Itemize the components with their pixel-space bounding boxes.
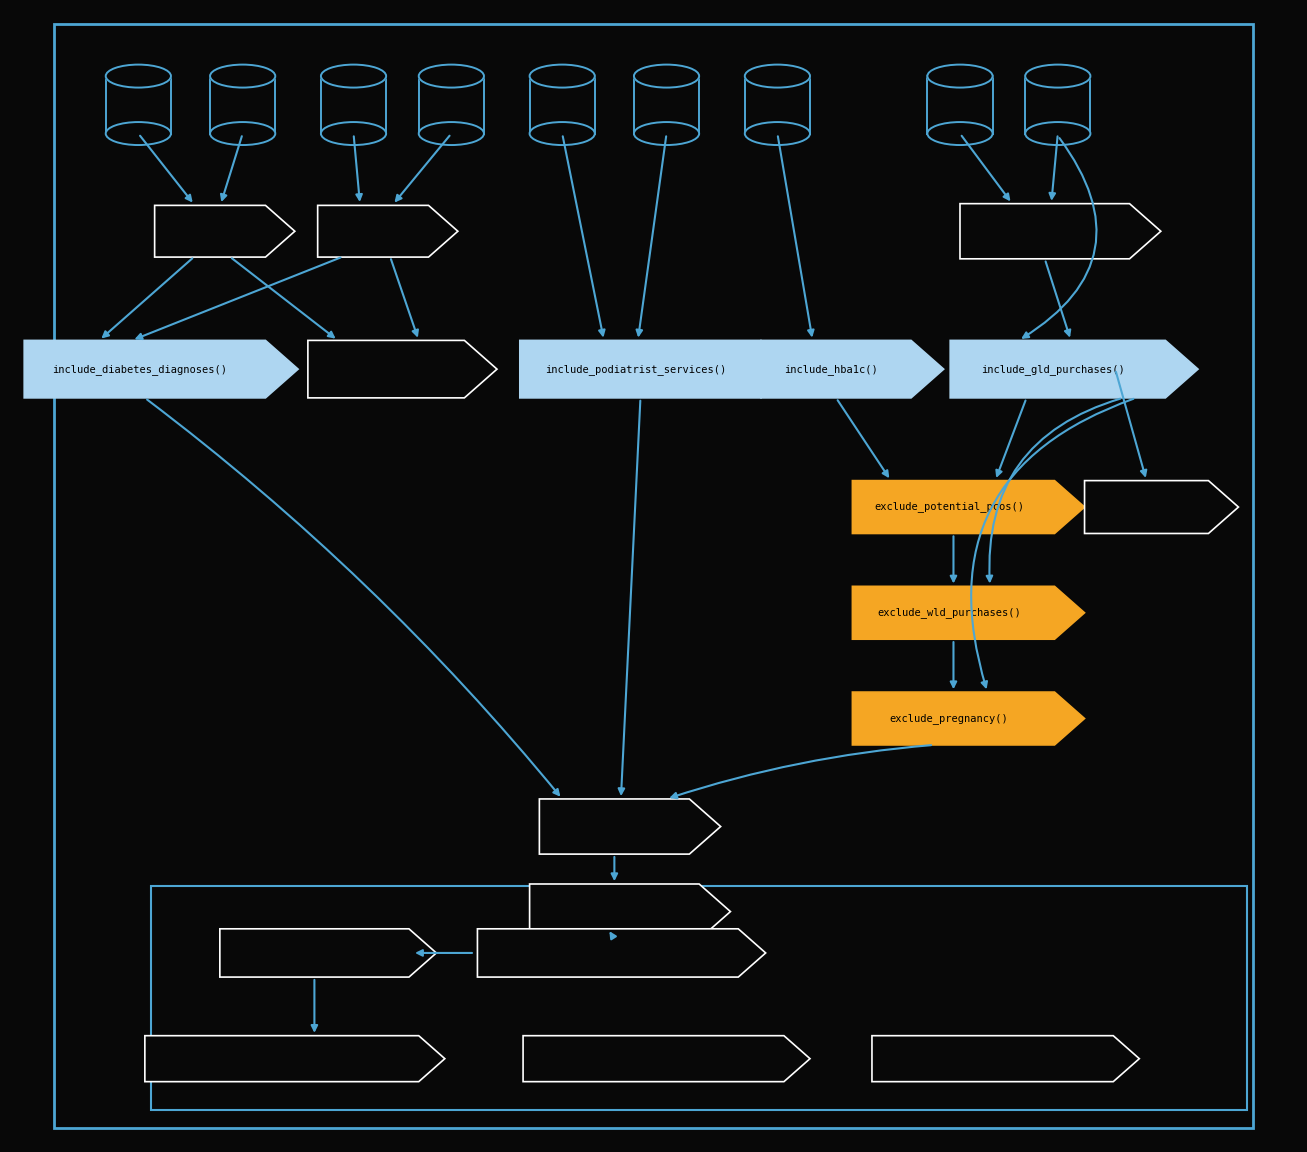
Polygon shape: [308, 340, 497, 397]
Text: include_podiatrist_services(): include_podiatrist_services(): [545, 364, 727, 374]
Ellipse shape: [1025, 122, 1090, 145]
Polygon shape: [523, 1036, 810, 1082]
Bar: [418, 76, 484, 134]
Ellipse shape: [418, 65, 484, 88]
Polygon shape: [540, 799, 720, 854]
Ellipse shape: [106, 65, 171, 88]
Bar: [745, 76, 810, 134]
Bar: [1025, 76, 1090, 134]
Ellipse shape: [210, 122, 276, 145]
Polygon shape: [25, 340, 298, 397]
Polygon shape: [477, 929, 766, 977]
Polygon shape: [761, 340, 944, 397]
Polygon shape: [852, 692, 1085, 745]
Polygon shape: [872, 1036, 1140, 1082]
Ellipse shape: [418, 122, 484, 145]
Polygon shape: [852, 480, 1085, 533]
Polygon shape: [961, 204, 1161, 259]
Polygon shape: [520, 340, 793, 397]
Ellipse shape: [322, 65, 386, 88]
Polygon shape: [852, 586, 1085, 639]
Polygon shape: [950, 340, 1199, 397]
Bar: [322, 76, 386, 134]
Text: include_diabetes_diagnoses(): include_diabetes_diagnoses(): [52, 364, 227, 374]
Text: exclude_pregnancy(): exclude_pregnancy(): [890, 713, 1008, 723]
Polygon shape: [220, 929, 437, 977]
Ellipse shape: [529, 65, 595, 88]
Text: exclude_wld_purchases(): exclude_wld_purchases(): [877, 607, 1021, 619]
Ellipse shape: [322, 122, 386, 145]
Ellipse shape: [634, 122, 699, 145]
Text: include_gld_purchases(): include_gld_purchases(): [982, 364, 1125, 374]
Bar: [210, 76, 276, 134]
Polygon shape: [145, 1036, 444, 1082]
Polygon shape: [529, 884, 731, 939]
Bar: [106, 76, 171, 134]
Ellipse shape: [928, 65, 992, 88]
Ellipse shape: [745, 65, 810, 88]
Ellipse shape: [210, 65, 276, 88]
Ellipse shape: [928, 122, 992, 145]
Ellipse shape: [106, 122, 171, 145]
Polygon shape: [1085, 480, 1239, 533]
Ellipse shape: [634, 65, 699, 88]
Text: exclude_potential_pcos(): exclude_potential_pcos(): [874, 501, 1023, 513]
Ellipse shape: [745, 122, 810, 145]
Bar: [928, 76, 992, 134]
Text: include_hba1c(): include_hba1c(): [784, 364, 878, 374]
Polygon shape: [154, 205, 295, 257]
Bar: [529, 76, 595, 134]
Polygon shape: [318, 205, 457, 257]
Bar: [634, 76, 699, 134]
Ellipse shape: [529, 122, 595, 145]
Ellipse shape: [1025, 65, 1090, 88]
